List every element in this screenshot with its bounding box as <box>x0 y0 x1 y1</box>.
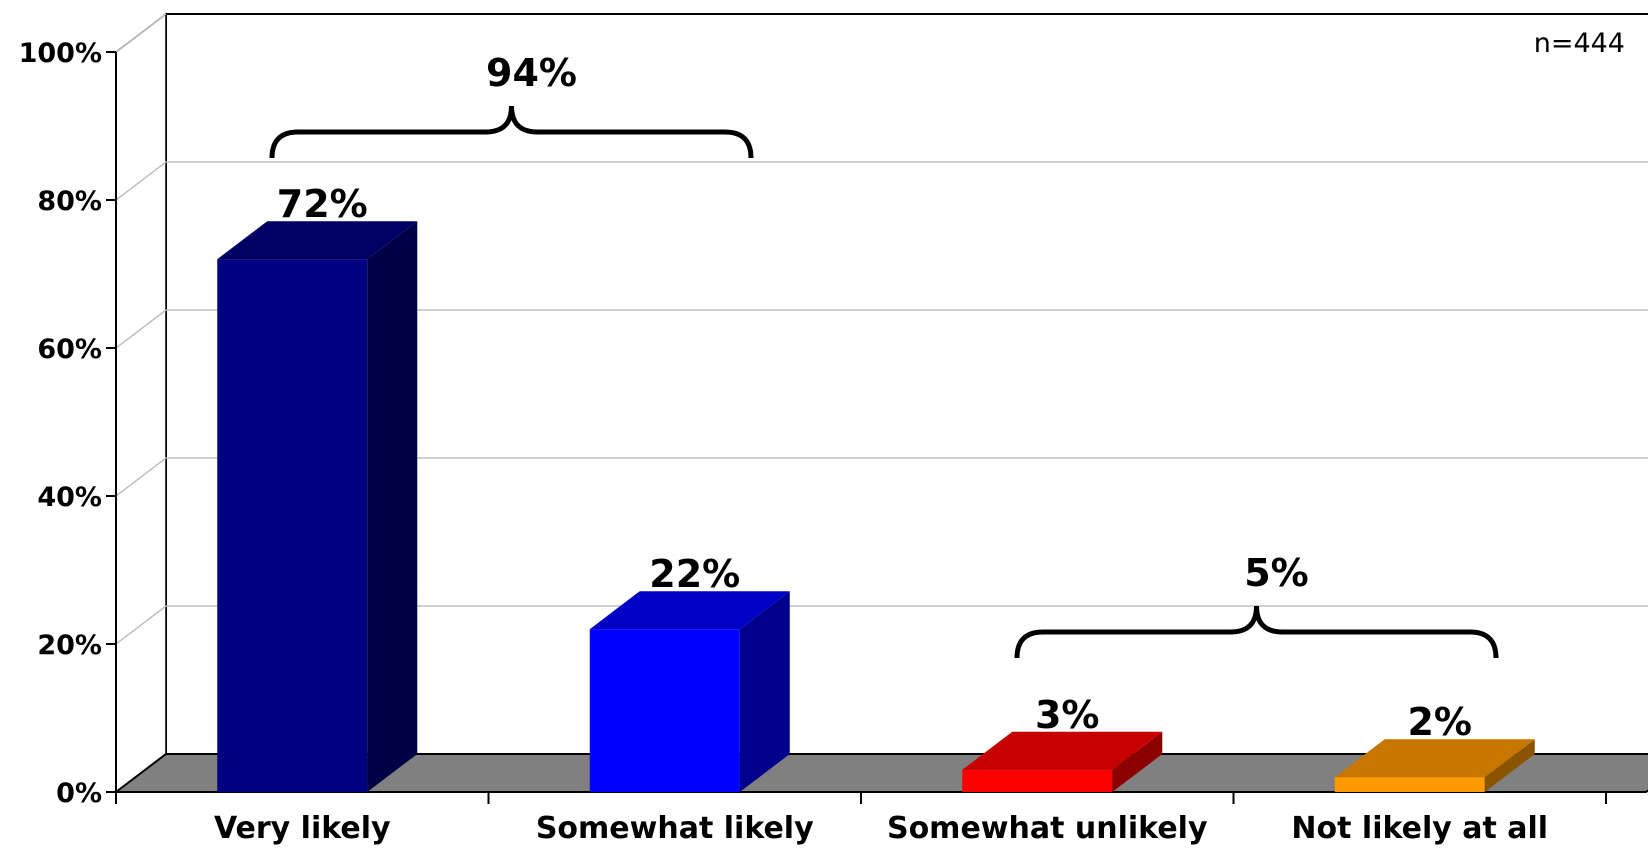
category-label: Somewhat unlikely <box>887 811 1208 846</box>
gridline-diagonal <box>115 605 167 645</box>
bar-side <box>1484 739 1535 792</box>
bar-front <box>1334 777 1485 792</box>
data-label: 72% <box>277 182 368 226</box>
y-tick-label: 0% <box>56 778 102 809</box>
bar-2 <box>589 591 790 792</box>
bar-top <box>962 731 1163 770</box>
bar-4 <box>1334 739 1535 792</box>
y-tick-label: 100% <box>19 38 102 69</box>
category-label: Very likely <box>214 811 391 846</box>
gridline-diagonal <box>115 13 167 53</box>
data-label: 2% <box>1407 700 1472 744</box>
data-label: 3% <box>1035 693 1100 737</box>
y-tick-label: 20% <box>37 630 102 661</box>
gridlines <box>115 13 1648 645</box>
bar-front <box>217 259 368 792</box>
group-label: 94% <box>486 51 577 95</box>
sample-size-note: n=444 <box>1534 28 1625 59</box>
bars <box>217 221 1535 792</box>
chart-walls <box>115 12 1648 794</box>
group-label: 5% <box>1244 551 1309 595</box>
bar-side <box>1112 731 1163 792</box>
bar-3 <box>962 731 1163 792</box>
gridline-diagonal <box>115 161 167 201</box>
y-tick-label: 80% <box>37 186 102 217</box>
gridline-diagonal <box>115 457 167 497</box>
bar-top <box>1334 739 1535 778</box>
y-tick-label: 40% <box>37 482 102 513</box>
labels: 72% Very likely 22% Somewhat likely 3% Somewh… <box>214 182 1548 846</box>
y-tick-label: 60% <box>37 334 102 365</box>
group-bracket <box>1014 605 1499 659</box>
side-wall <box>115 12 167 794</box>
category-label: Not likely at all <box>1291 811 1548 846</box>
gridline-diagonal <box>115 309 167 349</box>
bar-side <box>739 591 790 792</box>
bar-top <box>589 591 790 630</box>
group-brackets: 94% 5% <box>269 51 1499 659</box>
category-label: Somewhat likely <box>536 811 814 846</box>
bar-front <box>589 629 740 792</box>
bar-top <box>217 221 418 260</box>
bar-1 <box>217 221 418 792</box>
data-label: 22% <box>649 552 740 596</box>
bar-side <box>367 221 418 792</box>
bar-front <box>962 769 1113 792</box>
group-bracket <box>269 105 754 159</box>
